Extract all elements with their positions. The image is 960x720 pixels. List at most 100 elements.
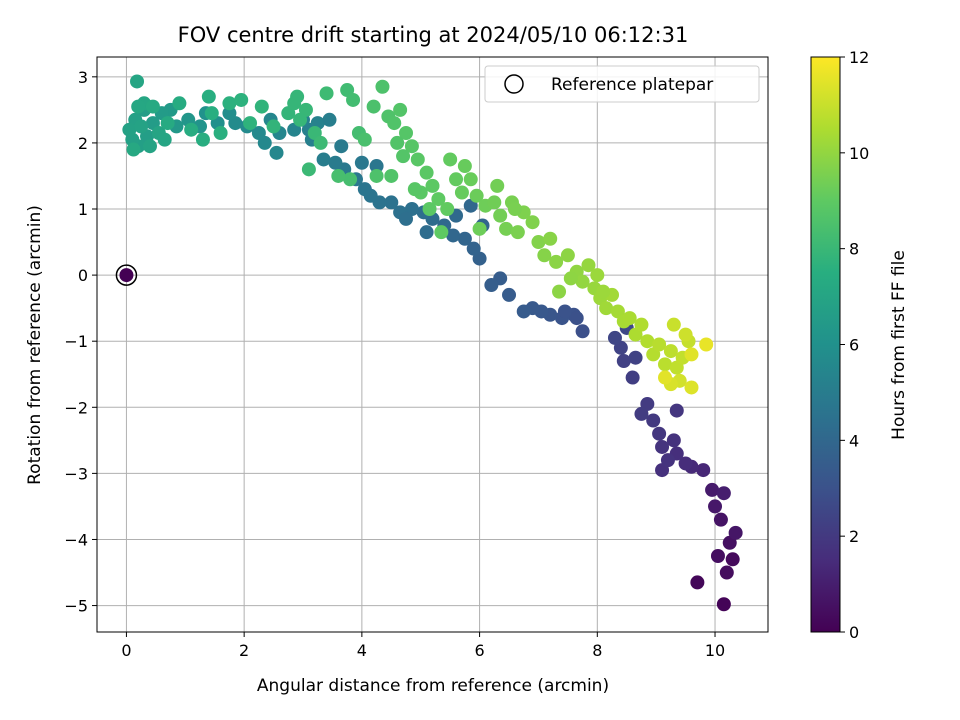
scatter-point <box>440 202 455 217</box>
x-tick-label: 2 <box>239 641 249 660</box>
scatter-point <box>145 99 160 114</box>
x-tick-label: 0 <box>121 641 131 660</box>
scatter-point <box>657 370 672 385</box>
scatter-point <box>710 548 725 563</box>
scatter-point <box>622 311 637 326</box>
scatter-point <box>716 597 731 612</box>
legend-entry-reference: Reference platepar <box>551 75 713 95</box>
chart-title: FOV centre drift starting at 2024/05/10 … <box>178 23 689 47</box>
x-axis-label: Angular distance from reference (arcmin) <box>257 676 609 696</box>
scatter-point <box>316 152 331 167</box>
scatter-point <box>690 575 705 590</box>
scatter-point <box>666 433 681 448</box>
y-tick-label: −2 <box>64 398 88 417</box>
scatter-point <box>716 486 731 501</box>
scatter-point <box>575 274 590 289</box>
scatter-point <box>713 512 728 527</box>
y-axis-label: Rotation from reference (arcmin) <box>25 205 45 485</box>
scatter-point <box>293 112 308 127</box>
scatter-point <box>269 145 284 160</box>
scatter-point <box>201 89 216 104</box>
scatter-point <box>705 482 720 497</box>
scatter-point <box>410 152 425 167</box>
y-tick-label: −4 <box>64 530 88 549</box>
scatter-point <box>431 192 446 207</box>
scatter-point <box>454 185 469 200</box>
scatter-point <box>287 96 302 111</box>
y-tick-label: −1 <box>64 332 88 351</box>
y-tick-label: 0 <box>78 266 88 285</box>
scatter-point <box>628 350 643 365</box>
y-tick-label: −5 <box>64 597 88 616</box>
colorbar-tick-label: 4 <box>849 431 859 450</box>
scatter-point <box>422 202 437 217</box>
scatter-point <box>130 74 145 89</box>
legend: Reference platepar <box>484 65 760 103</box>
scatter-point <box>369 168 384 183</box>
scatter-point <box>172 96 187 111</box>
scatter-point <box>404 139 419 154</box>
scatter-point <box>725 552 740 567</box>
scatter-point <box>596 284 611 299</box>
scatter-point <box>634 317 649 332</box>
reference-point-dot <box>119 268 134 283</box>
scatter-point <box>346 92 361 107</box>
scatter-point <box>560 248 575 263</box>
scatter-point <box>434 225 449 240</box>
x-tick-label: 6 <box>474 641 484 660</box>
scatter-point <box>531 235 546 250</box>
scatter-point <box>243 116 258 131</box>
scatter-point <box>552 284 567 299</box>
scatter-point <box>134 119 149 134</box>
x-tick-label: 8 <box>592 641 602 660</box>
scatter-point <box>366 99 381 114</box>
scatter-point <box>251 126 266 141</box>
scatter-point <box>204 106 219 121</box>
scatter-point <box>375 79 390 94</box>
scatter-point <box>457 159 472 174</box>
scatter-point <box>319 86 334 101</box>
colorbar-label: Hours from first FF file <box>889 250 909 440</box>
scatter-point <box>322 112 337 127</box>
scatter-point <box>663 344 678 359</box>
scatter-point <box>469 188 484 203</box>
scatter-point <box>569 311 584 326</box>
scatter-point <box>678 327 693 342</box>
scatter-point <box>222 96 237 111</box>
scatter-point <box>652 337 667 352</box>
scatter-point <box>516 304 531 319</box>
scatter-point <box>195 132 210 147</box>
scatter-point <box>599 301 614 316</box>
scatter-point <box>719 565 734 580</box>
reference-point-ring <box>115 264 138 286</box>
scatter-point <box>443 152 458 167</box>
scatter-point <box>507 202 522 217</box>
scatter-point <box>160 116 175 131</box>
scatter-point <box>490 178 505 193</box>
scatter-point <box>684 347 699 362</box>
scatter-point <box>234 92 249 107</box>
scatter-point <box>222 106 237 121</box>
scatter-point <box>575 324 590 339</box>
y-tick-label: 1 <box>78 200 88 219</box>
scatter-point <box>254 99 269 114</box>
scatter-point <box>634 406 649 421</box>
scatter-point <box>493 208 508 223</box>
scatter-point <box>419 165 434 180</box>
colorbar-gradient <box>810 56 841 633</box>
scatter-point <box>407 182 422 197</box>
scatter-point <box>543 231 558 246</box>
x-tick-label: 10 <box>705 641 725 660</box>
scatter-point <box>387 116 402 131</box>
legend-marker-icon <box>504 74 524 94</box>
scatter-point <box>213 126 228 141</box>
scatter-point <box>708 499 723 514</box>
y-tick-label: 3 <box>78 68 88 87</box>
colorbar-tick-label: 12 <box>849 48 869 67</box>
scatter-point <box>396 149 411 164</box>
plot-frame <box>96 56 769 633</box>
scatter-point <box>646 413 661 428</box>
scatter-point <box>419 225 434 240</box>
scatter-point <box>357 132 372 147</box>
